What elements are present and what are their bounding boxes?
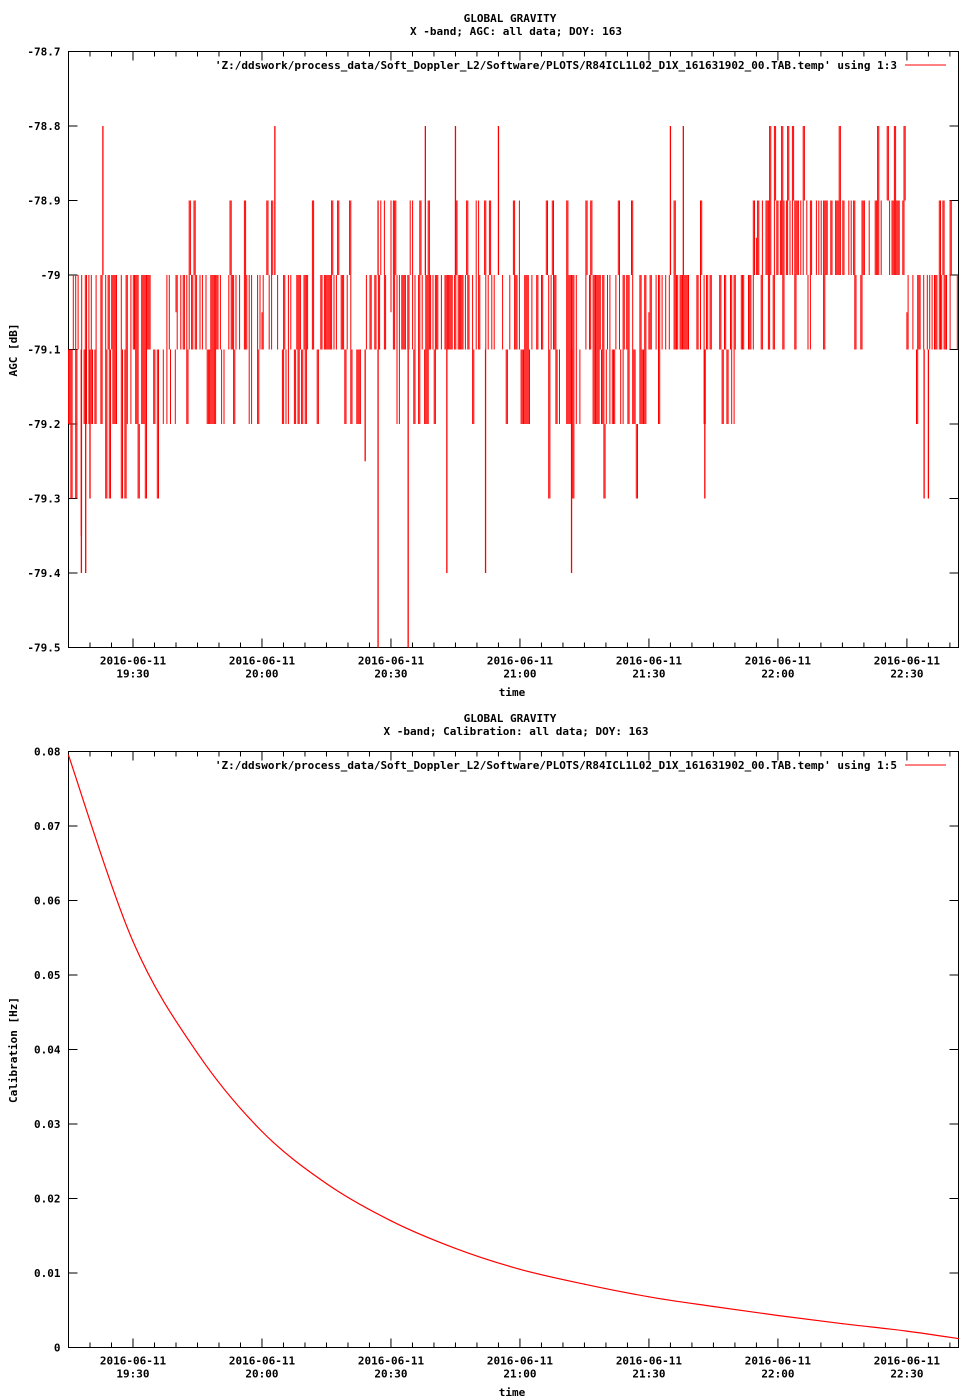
- calibration-x-tick-time: 22:00: [761, 1368, 794, 1381]
- calibration-x-tick-date: 2016-06-11: [100, 1355, 167, 1368]
- calibration-y-tick-label: 0.06: [34, 895, 61, 908]
- calibration-y-tick-label: 0.07: [34, 820, 61, 833]
- calibration-x-tick-date: 2016-06-11: [616, 1355, 683, 1368]
- calibration-y-tick-label: 0: [54, 1342, 61, 1355]
- agc-x-tick-date: 2016-06-11: [358, 655, 425, 668]
- agc-x-tick-date: 2016-06-11: [874, 655, 941, 668]
- agc-series-segment: [261, 200, 387, 424]
- agc-x-tick-time: 20:30: [374, 668, 407, 681]
- agc-x-tick-date: 2016-06-11: [487, 655, 554, 668]
- agc-x-tick-time: 22:00: [761, 668, 794, 681]
- agc-y-tick-label: -78.8: [27, 120, 60, 133]
- calibration-x-tick-time: 20:30: [374, 1368, 407, 1381]
- agc-y-tick-label: -79.2: [27, 418, 60, 431]
- calibration-data-point: [519, 1268, 521, 1270]
- calibration-data-point: [957, 1337, 960, 1340]
- calibration-series-group: [67, 754, 960, 1340]
- calibration-data-point: [777, 1314, 779, 1317]
- calibration-x-tick-time: 22:30: [890, 1368, 923, 1381]
- calibration-y-tick-label: 0.02: [34, 1193, 61, 1206]
- agc-x-tick-time: 21:00: [503, 668, 536, 681]
- agc-series-segment: [906, 200, 958, 424]
- calibration-y-axis-label: Calibration [Hz]: [7, 997, 20, 1103]
- calibration-x-tick-date: 2016-06-11: [487, 1355, 554, 1368]
- agc-x-tick-time: 20:00: [245, 668, 278, 681]
- agc-axis-ticks: -78.7 -78.8 -78.9 -79 -79.1 -79.2 -79.3 -79.4 -7…: [27, 46, 959, 681]
- agc-series-segment: [68, 275, 176, 499]
- calibration-data-point: [841, 1323, 844, 1325]
- agc-chart-title: GLOBAL GRAVITY: [464, 12, 557, 25]
- calibration-x-tick-date: 2016-06-11: [745, 1355, 812, 1368]
- agc-x-tick-time: 21:30: [632, 668, 665, 681]
- calibration-x-tick-date: 2016-06-11: [358, 1355, 425, 1368]
- calibration-x-tick-time: 19:30: [116, 1368, 149, 1381]
- agc-chart: GLOBAL GRAVITY X -band; AGC: all data; D…: [7, 12, 959, 699]
- calibration-data-point: [261, 1130, 263, 1133]
- agc-y-tick-label: -79.3: [27, 493, 60, 506]
- calibration-chart-subtitle: X -band; Calibration: all data; DOY: 163: [384, 725, 649, 738]
- calibration-data-point: [712, 1305, 715, 1308]
- calibration-data-point: [196, 1052, 199, 1054]
- calibration-data-point: [325, 1183, 328, 1185]
- agc-y-tick-label: -78.9: [27, 195, 60, 208]
- agc-x-axis-label: time: [499, 686, 526, 699]
- agc-series-group: [68, 126, 958, 648]
- agc-series-segment: [648, 200, 755, 424]
- calibration-x-tick-date: 2016-06-11: [874, 1355, 941, 1368]
- agc-y-tick-label: -79.5: [27, 642, 60, 655]
- agc-legend-label: 'Z:/ddswork/process_data/Soft_Doppler_L2…: [215, 59, 897, 72]
- agc-x-tick-date: 2016-06-11: [616, 655, 683, 668]
- calibration-plot-frame: [68, 751, 959, 1348]
- agc-series-segment: [755, 126, 906, 350]
- calibration-axis-ticks: 0 0.01 0.02 0.03 0.04 0.05 0.06 0.07 0.08 2016-06…: [34, 746, 959, 1381]
- agc-x-tick-time: 19:30: [116, 668, 149, 681]
- calibration-chart: GLOBAL GRAVITY X -band; Calibration: all…: [7, 712, 960, 1399]
- calibration-y-tick-label: 0.04: [34, 1044, 61, 1057]
- agc-series-segment: [175, 200, 261, 424]
- agc-x-tick-date: 2016-06-11: [100, 655, 167, 668]
- calibration-x-tick-time: 21:30: [632, 1368, 665, 1381]
- agc-x-tick-time: 22:30: [890, 668, 923, 681]
- calibration-x-axis-label: time: [499, 1386, 526, 1399]
- calibration-x-tick-date: 2016-06-11: [229, 1355, 296, 1368]
- calibration-chart-title: GLOBAL GRAVITY: [464, 712, 557, 725]
- agc-y-tick-label: -79.4: [27, 567, 60, 580]
- calibration-x-tick-time: 21:00: [503, 1368, 536, 1381]
- agc-y-tick-label: -78.7: [27, 46, 60, 59]
- calibration-legend-label: 'Z:/ddswork/process_data/Soft_Doppler_L2…: [215, 759, 897, 772]
- calibration-data-point: [390, 1220, 392, 1222]
- agc-series-segment: [390, 200, 520, 424]
- agc-y-tick-label: -79: [41, 269, 61, 282]
- calibration-y-tick-label: 0.03: [34, 1118, 61, 1131]
- calibration-data-point: [454, 1247, 457, 1250]
- calibration-data-point: [67, 754, 70, 756]
- calibration-data-point: [132, 940, 134, 943]
- calibration-y-tick-label: 0.08: [34, 746, 61, 759]
- calibration-data-point: [583, 1283, 586, 1285]
- calibration-x-tick-time: 20:00: [245, 1368, 278, 1381]
- agc-x-tick-date: 2016-06-11: [229, 655, 296, 668]
- agc-y-tick-label: -79.1: [27, 344, 60, 357]
- calibration-data-point: [648, 1296, 650, 1298]
- calibration-y-tick-label: 0.01: [34, 1267, 61, 1280]
- agc-chart-subtitle: X -band; AGC: all data; DOY: 163: [410, 25, 622, 38]
- agc-y-axis-label: AGC [dB]: [7, 324, 20, 377]
- agc-x-tick-date: 2016-06-11: [745, 655, 812, 668]
- calibration-y-tick-label: 0.05: [34, 969, 61, 982]
- calibration-data-point: [906, 1330, 908, 1332]
- agc-series-segment: [520, 200, 647, 499]
- calibration-series-line: [67, 755, 959, 1340]
